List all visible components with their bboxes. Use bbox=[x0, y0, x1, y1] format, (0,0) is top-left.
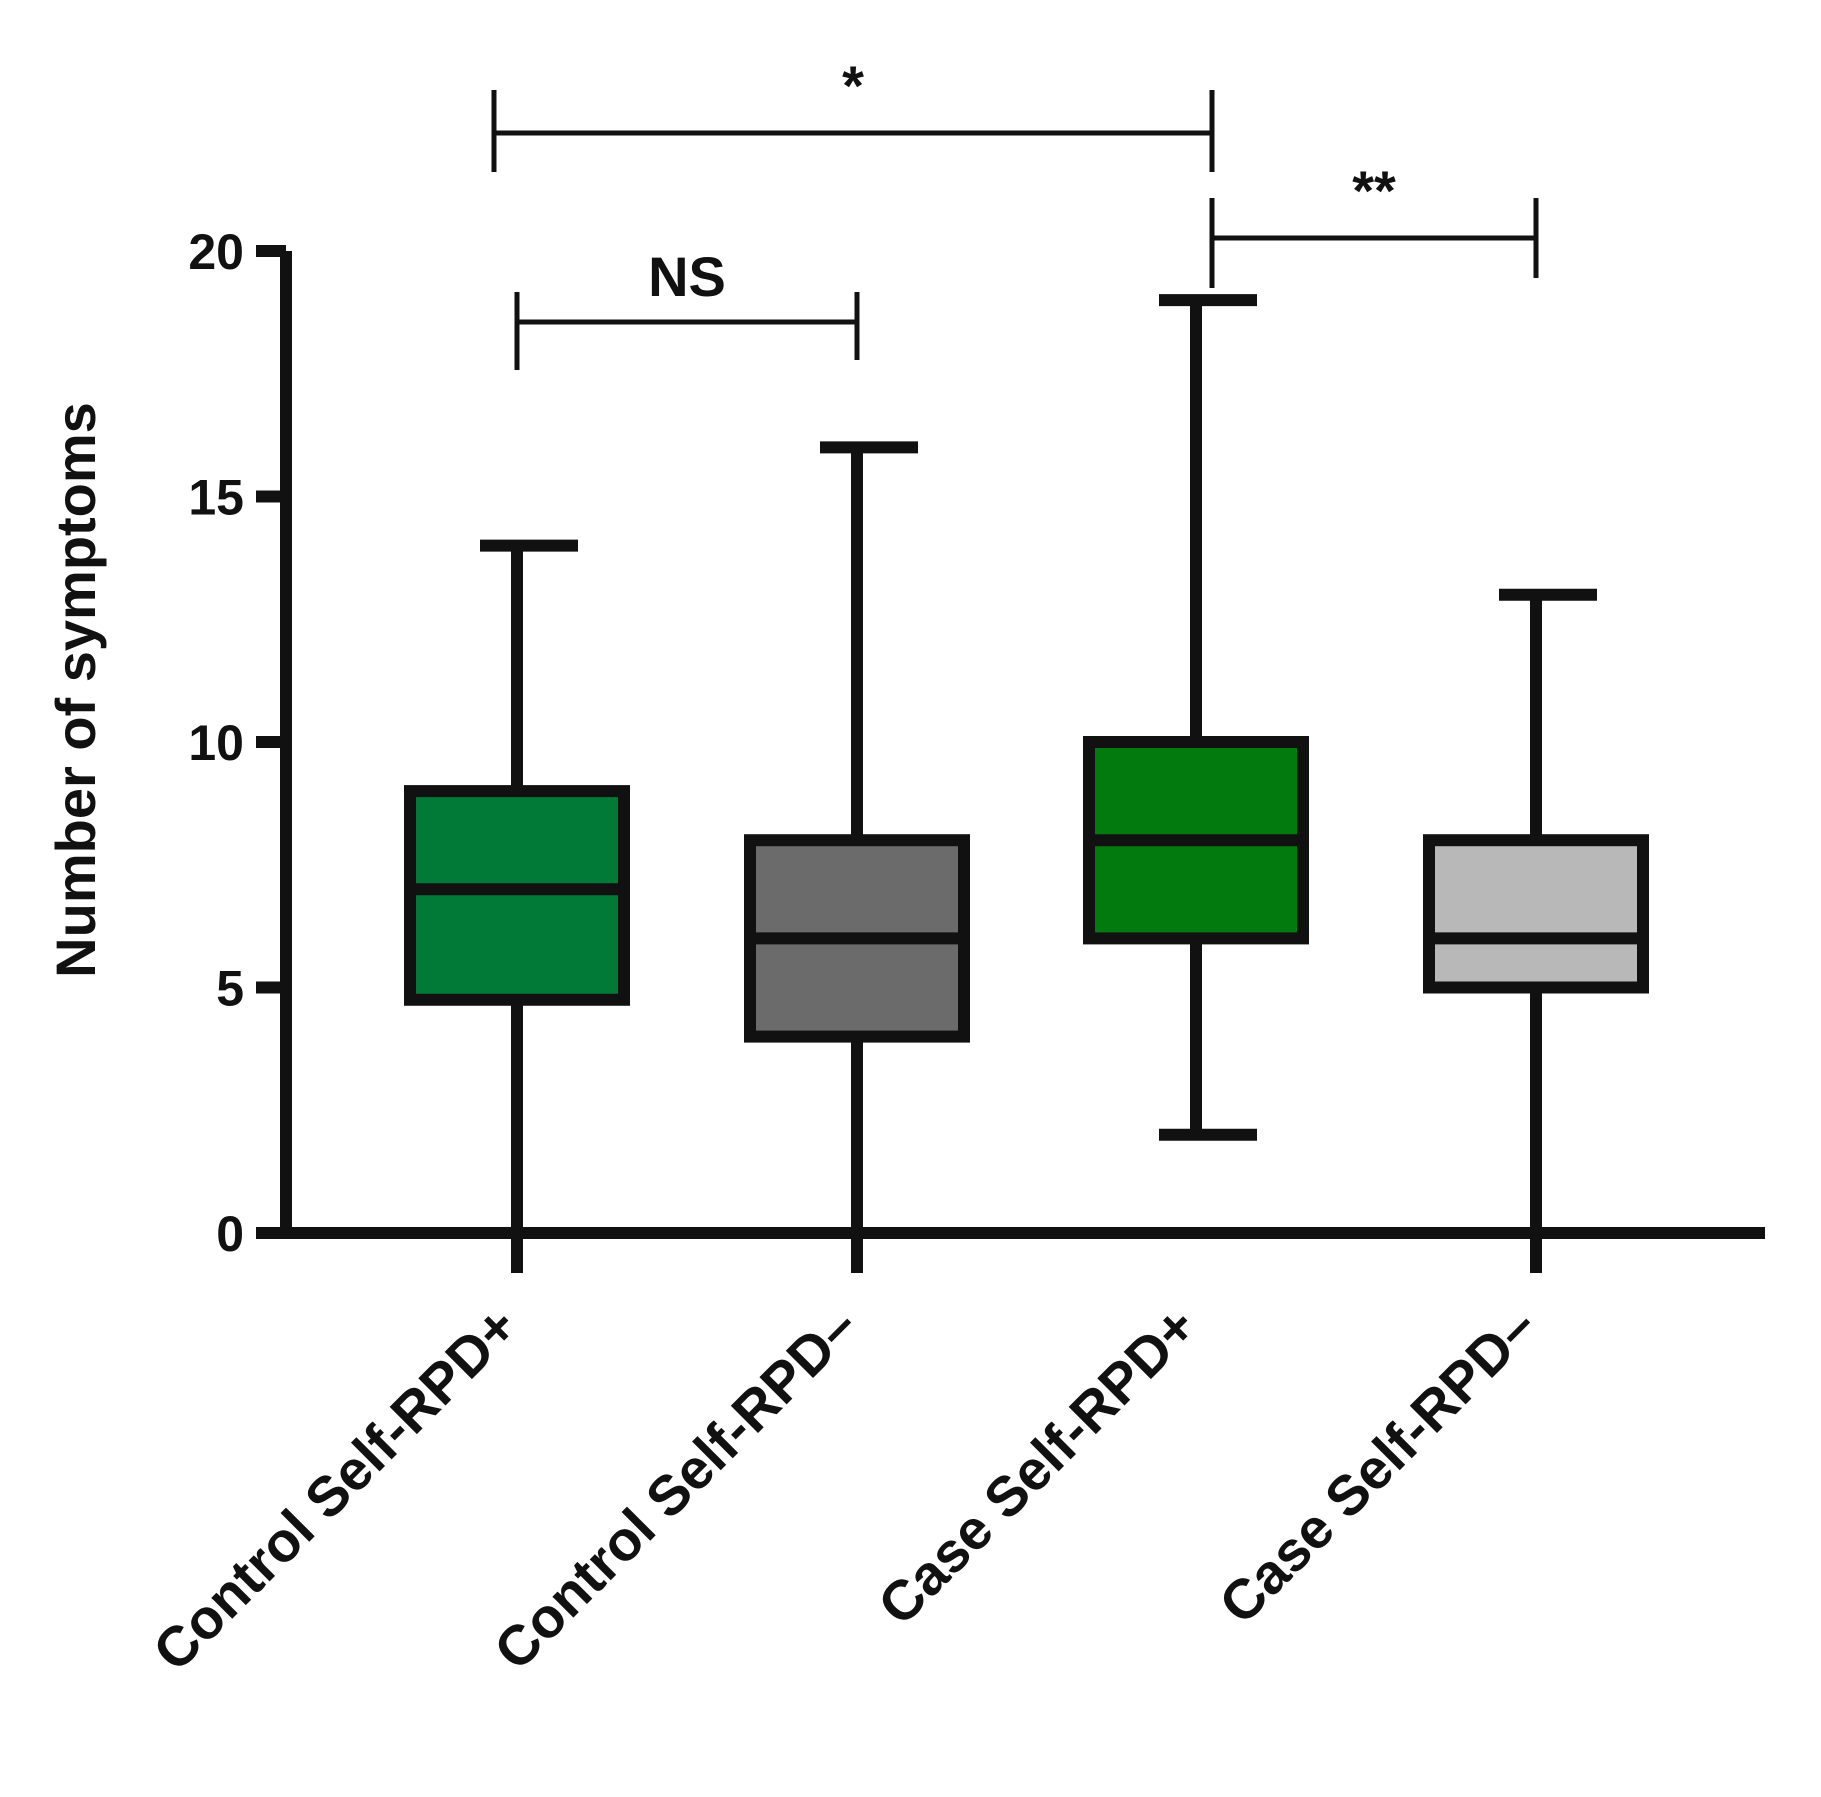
boxes bbox=[404, 294, 1649, 1273]
y-tick-label: 15 bbox=[188, 470, 244, 526]
box-group bbox=[1083, 294, 1309, 1141]
significance-label: * bbox=[842, 54, 864, 117]
x-category-label: Control Self-RPD– bbox=[482, 1294, 870, 1682]
y-axis: 0 5 10 15 20 bbox=[188, 224, 292, 1262]
significance-label: ** bbox=[1352, 159, 1396, 222]
significance-label: NS bbox=[648, 245, 726, 308]
y-tick-label: 20 bbox=[188, 224, 244, 280]
x-category-label: Case Self-RPD– bbox=[1207, 1294, 1549, 1636]
significance-bracket: NS bbox=[514, 245, 860, 370]
y-tick-label: 10 bbox=[188, 715, 244, 771]
y-axis-title: Number of symptoms bbox=[44, 402, 107, 978]
y-tick-label: 5 bbox=[216, 961, 244, 1017]
x-axis: Control Self-RPD+Control Self-RPD–Case S… bbox=[141, 1227, 1765, 1683]
significance-bracket: ** bbox=[1209, 159, 1539, 288]
significance-brackets: NS*** bbox=[491, 54, 1539, 370]
box-group bbox=[1423, 588, 1649, 1273]
x-category-label: Control Self-RPD+ bbox=[141, 1294, 530, 1683]
iqr-box bbox=[404, 785, 630, 1006]
significance-bracket: * bbox=[491, 54, 1215, 172]
box-group bbox=[744, 441, 970, 1273]
box-group bbox=[404, 539, 630, 1273]
y-tick-label: 0 bbox=[216, 1206, 244, 1262]
x-category-label: Case Self-RPD+ bbox=[866, 1294, 1209, 1637]
iqr-box bbox=[1423, 834, 1649, 994]
